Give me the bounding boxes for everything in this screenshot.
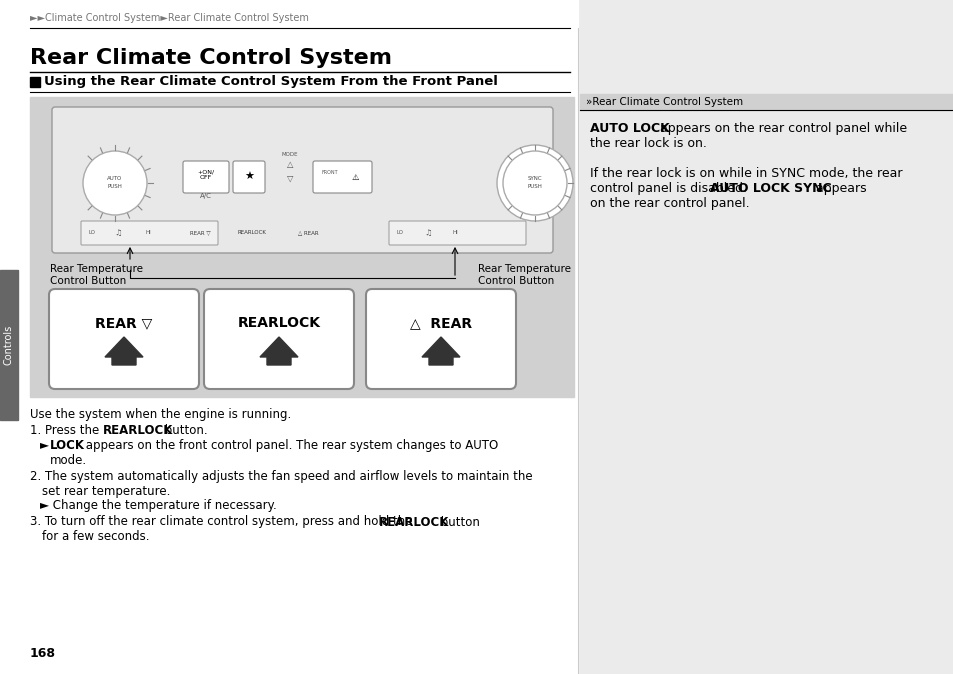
Text: AUTO LOCK SYNC: AUTO LOCK SYNC	[709, 182, 831, 195]
Bar	[0, 0, 578, 674]
Text: △  REAR: △ REAR	[410, 316, 472, 330]
FancyArrow shape	[421, 337, 459, 365]
Text: MODE: MODE	[281, 152, 298, 158]
Bar	[0, 270, 18, 420]
Text: set rear temperature.: set rear temperature.	[42, 485, 171, 497]
Text: △ REAR: △ REAR	[297, 231, 318, 235]
FancyBboxPatch shape	[389, 221, 525, 245]
Text: PUSH: PUSH	[527, 185, 542, 189]
FancyBboxPatch shape	[81, 221, 218, 245]
Text: »Rear Climate Control System: »Rear Climate Control System	[585, 97, 742, 107]
Text: ►►Climate Control System►Rear Climate Control System: ►►Climate Control System►Rear Climate Co…	[30, 13, 309, 23]
Text: REARLOCK: REARLOCK	[237, 231, 266, 235]
Text: mode.: mode.	[50, 454, 87, 466]
Text: ⚠: ⚠	[351, 173, 358, 181]
Text: Rear Climate Control System: Rear Climate Control System	[30, 48, 392, 68]
Text: LOCK: LOCK	[50, 439, 85, 452]
Text: control panel is disabled.: control panel is disabled.	[589, 182, 750, 195]
Text: REAR ▽: REAR ▽	[95, 316, 152, 330]
Text: FRONT: FRONT	[321, 169, 338, 175]
Text: ♫: ♫	[424, 228, 432, 237]
Text: appears on the front control panel. The rear system changes to AUTO: appears on the front control panel. The …	[82, 439, 497, 452]
Text: button: button	[436, 516, 479, 528]
FancyArrow shape	[105, 337, 143, 365]
FancyBboxPatch shape	[52, 107, 553, 253]
Text: AUTO LOCK: AUTO LOCK	[589, 122, 669, 135]
Text: Rear Temperature
Control Button: Rear Temperature Control Button	[477, 264, 571, 286]
Text: △: △	[287, 160, 293, 168]
FancyBboxPatch shape	[204, 289, 354, 389]
Bar	[30, 97, 574, 397]
FancyBboxPatch shape	[233, 161, 265, 193]
Text: the rear lock is on.: the rear lock is on.	[589, 137, 706, 150]
Text: 168: 168	[30, 647, 56, 660]
Text: ♫: ♫	[114, 228, 122, 237]
Text: REAR ▽: REAR ▽	[190, 231, 210, 235]
Bar	[578, 0, 953, 674]
Text: 2. The system automatically adjusts the fan speed and airflow levels to maintain: 2. The system automatically adjusts the …	[30, 470, 532, 483]
Circle shape	[497, 145, 573, 221]
Text: HI: HI	[452, 231, 457, 235]
Bar	[579, 94, 953, 110]
FancyBboxPatch shape	[366, 289, 516, 389]
Text: LO: LO	[89, 231, 95, 235]
Text: SYNC: SYNC	[527, 177, 541, 181]
Text: A/C: A/C	[200, 193, 212, 199]
FancyArrow shape	[260, 337, 297, 365]
Text: If the rear lock is on while in SYNC mode, the rear: If the rear lock is on while in SYNC mod…	[589, 167, 902, 180]
Text: +ON/
OFF: +ON/ OFF	[197, 170, 214, 181]
Text: AUTO: AUTO	[108, 177, 123, 181]
Text: HI: HI	[145, 231, 151, 235]
Text: Controls: Controls	[4, 325, 14, 365]
Text: ► Change the temperature if necessary.: ► Change the temperature if necessary.	[40, 499, 276, 512]
Text: LO: LO	[396, 231, 403, 235]
Text: appears: appears	[811, 182, 865, 195]
Text: Use the system when the engine is running.: Use the system when the engine is runnin…	[30, 408, 291, 421]
Text: button.: button.	[161, 425, 208, 437]
Circle shape	[83, 151, 147, 215]
Text: on the rear control panel.: on the rear control panel.	[589, 197, 749, 210]
Text: ►: ►	[40, 439, 52, 452]
Text: REARLOCK: REARLOCK	[378, 516, 449, 528]
Text: REARLOCK: REARLOCK	[237, 316, 320, 330]
FancyBboxPatch shape	[183, 161, 229, 193]
FancyBboxPatch shape	[313, 161, 372, 193]
Circle shape	[502, 151, 566, 215]
Text: ★: ★	[244, 172, 253, 182]
Text: Rear Temperature
Control Button: Rear Temperature Control Button	[50, 264, 143, 286]
Text: REARLOCK: REARLOCK	[103, 425, 173, 437]
Text: appears on the rear control panel while: appears on the rear control panel while	[656, 122, 906, 135]
Text: PUSH: PUSH	[108, 185, 122, 189]
Text: 3. To turn off the rear climate control system, press and hold the: 3. To turn off the rear climate control …	[30, 516, 416, 528]
Text: Using the Rear Climate Control System From the Front Panel: Using the Rear Climate Control System Fr…	[44, 75, 497, 88]
Text: for a few seconds.: for a few seconds.	[42, 530, 150, 543]
Bar	[30, 77, 40, 87]
FancyBboxPatch shape	[49, 289, 199, 389]
Text: ▽: ▽	[287, 173, 293, 183]
Text: 1. Press the: 1. Press the	[30, 425, 103, 437]
